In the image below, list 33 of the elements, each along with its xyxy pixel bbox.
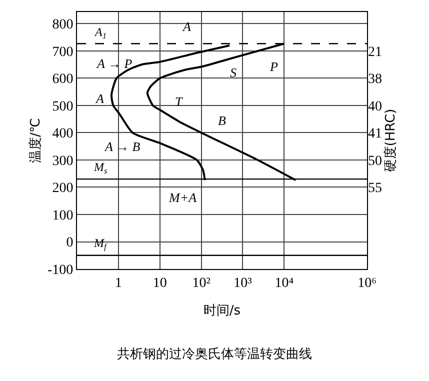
x-axis-title: 时间/s <box>203 303 241 318</box>
text: 共析钢的过冷奥氏体等温转变曲线 <box>117 347 312 362</box>
y-tick-label: 400 <box>52 126 74 142</box>
y-tick-label: 0 <box>66 236 74 251</box>
y-tick-label: 300 <box>52 154 74 169</box>
y-tick-label: 500 <box>52 99 74 114</box>
x-tick-label: 10³ <box>234 276 252 291</box>
annotation: B <box>218 113 226 128</box>
annotation: M+A <box>168 190 197 205</box>
x-tick-label: 10² <box>192 276 210 291</box>
annotation: A <box>95 91 104 106</box>
x-tick-label: 10 <box>152 276 167 291</box>
y-tick-label: 100 <box>52 208 74 224</box>
annotation: P <box>269 59 278 74</box>
y-axis-title: 温度/℃ <box>27 118 44 163</box>
category-label: 21 <box>368 44 382 60</box>
x-tick-label: 1 <box>114 276 122 291</box>
y-tick-label: 800 <box>52 18 74 33</box>
category-label: 41 <box>368 126 382 142</box>
y-tick-label: 600 <box>52 72 74 88</box>
category-label: 38 <box>368 72 382 88</box>
y-tick-label: 200 <box>52 181 74 196</box>
x-tick-label: 10⁴ <box>274 276 294 291</box>
category-label: 50 <box>368 154 382 169</box>
y-tick-label: 700 <box>52 44 74 60</box>
ref-line-label: M$_{s}$ <box>93 160 108 176</box>
y-tick-label: -100 <box>48 262 74 278</box>
ref-line-label: A$_{1}$ <box>94 25 107 41</box>
x-tick-label: 10⁶ <box>358 276 377 291</box>
y2-axis-title: 硬度(HRC) <box>382 108 399 172</box>
category-label: 55 <box>368 181 382 196</box>
category-label: 40 <box>368 99 382 114</box>
annotation: S <box>230 65 237 80</box>
